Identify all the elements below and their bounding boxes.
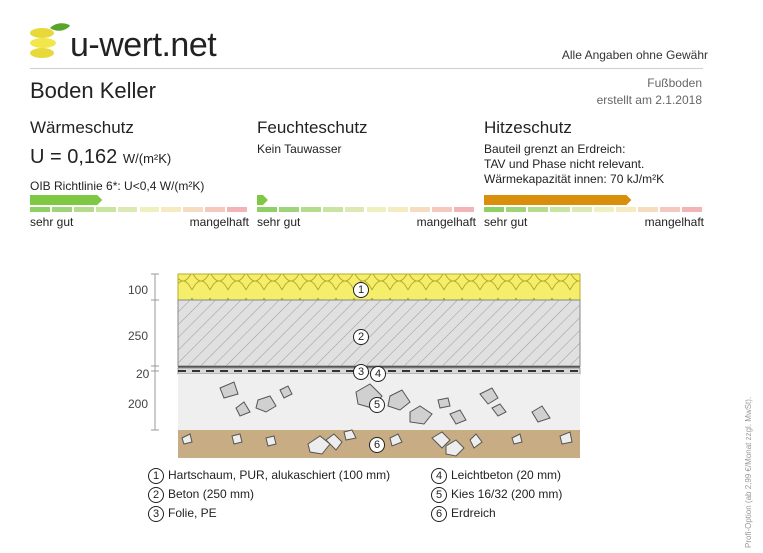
layer-marker-1: 1 — [353, 280, 373, 298]
logo[interactable] — [28, 22, 72, 62]
feuchteschutz-rating-scale: sehr gut mangelhaft — [257, 0, 476, 230]
dim-gravel: 200 — [128, 397, 149, 411]
layer-diagram — [151, 273, 581, 458]
rating-indicator — [30, 195, 103, 205]
rating-segment — [454, 207, 474, 212]
rating-segment — [322, 207, 343, 212]
scale-label-bad: mangelhaft — [189, 215, 249, 229]
rating-segment — [300, 207, 321, 212]
legend-item-6: 6 Erdreich — [431, 504, 562, 523]
rating-segment — [139, 207, 160, 212]
rating-segment — [183, 207, 204, 212]
rating-segment — [95, 207, 116, 212]
rating-segment — [388, 207, 409, 212]
waermeschutz-rating-scale: sehr gut mangelhaft — [30, 0, 249, 230]
layer-marker-5: 5 — [369, 395, 389, 413]
rating-segment — [205, 207, 226, 212]
rating-segment — [484, 207, 504, 212]
side-note: Profi-Option (ab 2,99 €/Monat zzgl. MwSt… — [744, 396, 753, 548]
rating-segment — [638, 207, 658, 212]
u-value-unit: W/(m²K) — [122, 151, 172, 166]
rating-segment — [660, 207, 680, 212]
rating-segment — [410, 207, 431, 212]
rating-segment — [51, 207, 72, 212]
rating-segment — [278, 207, 299, 212]
rating-segment — [117, 207, 138, 212]
dim-concrete: 250 — [128, 329, 149, 343]
rating-segment — [30, 207, 50, 212]
legend-right: 4 Leichtbeton (20 mm) 5 Kies 16/32 (200 mm… — [431, 466, 562, 523]
rating-segment — [528, 207, 548, 212]
oib-requirement: OIB Richtlinie 6*: U<0,4 W/(m²K) — [30, 179, 205, 193]
hitzeschutz-details: Bauteil grenzt an Erdreich: TAV und Phas… — [484, 142, 664, 187]
feuchteschutz-heading: Feuchteschutz — [257, 118, 368, 137]
legend-item-2: 2 Beton (250 mm) — [148, 485, 390, 504]
legend-item-5: 5 Kies 16/32 (200 mm) — [431, 485, 562, 504]
rating-segment — [257, 207, 277, 212]
scale-label-good: sehr gut — [257, 215, 301, 229]
rating-indicator — [484, 195, 632, 205]
feuchteschutz-result: Kein Tauwasser — [257, 142, 342, 156]
layer-marker-3: 3 — [353, 362, 373, 380]
rating-indicator — [257, 195, 268, 205]
hitzeschutz-heading: Hitzeschutz — [484, 118, 572, 137]
layer-marker-6: 6 — [369, 435, 389, 453]
rating-segment — [506, 207, 526, 212]
legend-item-3: 3 Folie, PE — [148, 504, 390, 523]
rating-segment — [161, 207, 182, 212]
scale-label-good: sehr gut — [30, 215, 74, 229]
disclaimer: Alle Angaben ohne Gewähr — [561, 48, 708, 62]
scale-label-bad: mangelhaft — [416, 215, 476, 229]
scale-label-good: sehr gut — [484, 215, 528, 229]
legend-item-1: 1 Hartschaum, PUR, alukaschiert (100 mm) — [148, 466, 390, 485]
legend-item-4: 4 Leichtbeton (20 mm) — [431, 466, 562, 485]
rating-segment — [572, 207, 592, 212]
dim-insulation: 100 — [128, 283, 149, 297]
rating-segment — [344, 207, 365, 212]
rating-segment — [227, 207, 247, 212]
header-divider — [30, 68, 703, 69]
hitzeschutz-line-2: TAV und Phase nicht relevant. — [484, 157, 645, 171]
legend-left: 1 Hartschaum, PUR, alukaschiert (100 mm) … — [148, 466, 390, 523]
component-category: Fußboden — [647, 76, 702, 90]
layer-marker-2: 2 — [353, 327, 373, 345]
hitzeschutz-line-3: Wärmekapazität innen: 70 kJ/m²K — [484, 172, 665, 186]
dim-lightweight-concrete: 20 — [136, 367, 150, 381]
rating-segment — [550, 207, 570, 212]
rating-segment — [682, 207, 702, 212]
rating-segment — [594, 207, 614, 212]
u-value-number: U = 0,162 — [30, 146, 118, 168]
logo-icon — [30, 23, 70, 58]
rating-segment — [616, 207, 636, 212]
hitzeschutz-line-1: Bauteil grenzt an Erdreich: — [484, 142, 626, 156]
rating-segment — [73, 207, 94, 212]
layer-marker-4: 4 — [370, 364, 390, 382]
rating-segment — [366, 207, 387, 212]
creation-date: erstellt am 2.1.2018 — [596, 93, 702, 107]
hitzeschutz-rating-scale: sehr gut mangelhaft — [484, 0, 704, 230]
rating-segment — [432, 207, 453, 212]
waermeschutz-heading: Wärmeschutz — [30, 118, 134, 137]
page-title: Boden Keller — [30, 78, 156, 103]
scale-label-bad: mangelhaft — [644, 215, 704, 229]
u-value: U = 0,162 W/(m²K) — [30, 146, 171, 169]
brand-name[interactable]: u-wert.net — [70, 26, 217, 64]
